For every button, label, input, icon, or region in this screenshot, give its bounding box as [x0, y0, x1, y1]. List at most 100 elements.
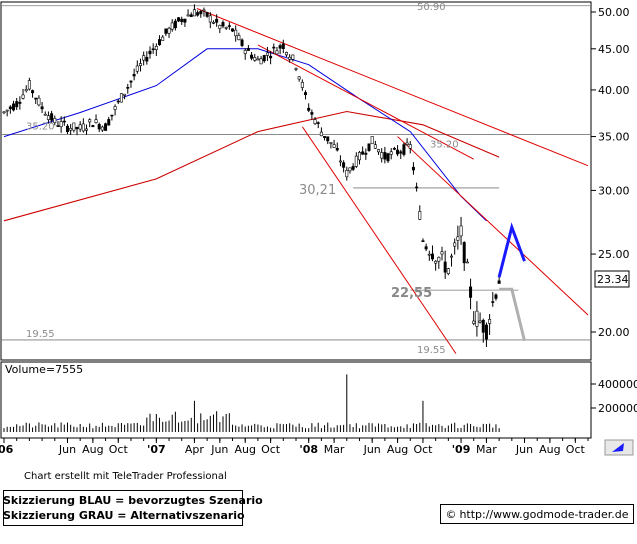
price-candle-body	[396, 149, 400, 155]
price-candle-body	[402, 144, 406, 155]
price-candle-body	[329, 142, 333, 144]
time-tick-label: Oct	[109, 443, 129, 456]
source-link[interactable]: © http://www.godmode-trader.de	[440, 504, 634, 524]
price-candle-body	[345, 169, 349, 178]
price-candle-body	[40, 106, 44, 110]
price-candle-body	[154, 46, 158, 50]
price-candle-body	[62, 120, 66, 123]
price-candle-body	[348, 167, 352, 172]
price-candle-body	[310, 112, 314, 115]
price-candle-body	[481, 319, 485, 333]
price-candle-body	[78, 124, 82, 130]
price-candle-body	[31, 90, 35, 94]
copyright-icon: ©	[445, 507, 457, 521]
price-candle-body	[484, 324, 488, 340]
price-candle-body	[323, 136, 327, 138]
price-candle-body	[253, 57, 257, 61]
price-candle-body	[53, 118, 57, 123]
price-candle-body	[110, 114, 114, 117]
time-tick-label: Jun	[363, 443, 381, 456]
price-candle-body	[411, 166, 415, 171]
price-candle-body	[377, 149, 381, 153]
last-price-box	[594, 270, 630, 288]
time-tick-label: Jun	[58, 443, 76, 456]
price-candle-body	[475, 310, 479, 327]
price-panel-frame	[0, 1, 592, 361]
time-tick-label: Aug	[387, 443, 408, 456]
price-candle-body	[478, 320, 482, 323]
credit-text: Chart erstellt mit TeleTrader Profession…	[24, 471, 227, 482]
time-tick-label: Oct	[261, 443, 281, 456]
price-candle-body	[224, 27, 228, 29]
price-candle-body	[497, 280, 501, 284]
price-candle-body	[145, 56, 149, 62]
price-candle-body	[218, 25, 222, 29]
price-candle-body	[430, 253, 434, 260]
volume-tick-label: 400000	[598, 378, 637, 391]
legend-blue-text: Skizzierung BLAU = bevorzugtes Szenario	[3, 494, 263, 507]
time-tick-label: '08	[299, 443, 318, 456]
time-tick-label: Aug	[82, 443, 103, 456]
price-candle-body	[246, 48, 250, 51]
price-candle-body	[116, 100, 120, 103]
price-candle-body	[437, 257, 441, 262]
scenario-gray-path	[499, 287, 526, 342]
price-candle-body	[94, 119, 98, 124]
price-candle-body	[399, 151, 403, 154]
price-candle-body	[278, 45, 282, 49]
price-candle-body	[421, 240, 425, 242]
volume-panel-frame	[0, 361, 592, 439]
price-candle-body	[446, 268, 450, 274]
price-candle-body	[392, 147, 396, 150]
price-candle-body	[107, 119, 111, 126]
price-candle-body	[272, 46, 276, 49]
scenario-legend	[3, 490, 243, 526]
price-candle-body	[364, 152, 368, 155]
moving-average-short	[3, 48, 487, 222]
price-candle-body	[424, 246, 428, 250]
price-candle-body	[138, 63, 142, 67]
level-label: 19.55	[26, 329, 55, 340]
price-candle-body	[418, 211, 422, 220]
price-candle-body	[234, 29, 238, 37]
time-tick-label: Oct	[413, 443, 433, 456]
last-price-label: 23.34	[597, 273, 629, 286]
price-candle-body	[119, 93, 123, 103]
trend-line	[397, 136, 589, 316]
time-tick-label: Apr	[185, 443, 205, 456]
price-candle-body	[164, 28, 168, 34]
price-candle-body	[34, 97, 38, 100]
price-candle-body	[24, 89, 28, 92]
time-tick-label: Mar	[476, 443, 497, 456]
price-tick-label: 25.00	[598, 248, 630, 261]
price-tick-label: 35.00	[598, 131, 630, 144]
price-candle-body	[104, 123, 108, 131]
price-candle-body	[434, 260, 438, 264]
source-url: http://www.godmode-trader.de	[459, 507, 629, 521]
price-candle-body	[151, 48, 155, 51]
price-candle-body	[415, 186, 419, 189]
price-candle-body	[281, 43, 285, 49]
price-candle-body	[189, 14, 193, 17]
price-candle-body	[186, 14, 190, 17]
price-candle-body	[192, 9, 196, 17]
price-candle-body	[88, 119, 92, 123]
price-candle-body	[275, 50, 279, 55]
price-candle-body	[5, 109, 9, 112]
price-candle-body	[313, 119, 317, 124]
price-candle-body	[304, 92, 308, 96]
price-candle-body	[269, 55, 273, 59]
price-candle-body	[307, 107, 311, 111]
price-candle-body	[37, 97, 41, 106]
price-candle-body	[100, 126, 104, 131]
price-candle-body	[389, 151, 393, 155]
scenario-blue-path	[497, 222, 526, 278]
price-candle-body	[85, 128, 89, 131]
price-tick-label: 30.00	[598, 184, 630, 197]
time-tick-label: '07	[147, 443, 166, 456]
time-tick-label: Aug	[234, 443, 255, 456]
price-candle-body	[338, 160, 342, 163]
price-candle-body	[132, 74, 136, 77]
price-candle-body	[262, 55, 266, 62]
